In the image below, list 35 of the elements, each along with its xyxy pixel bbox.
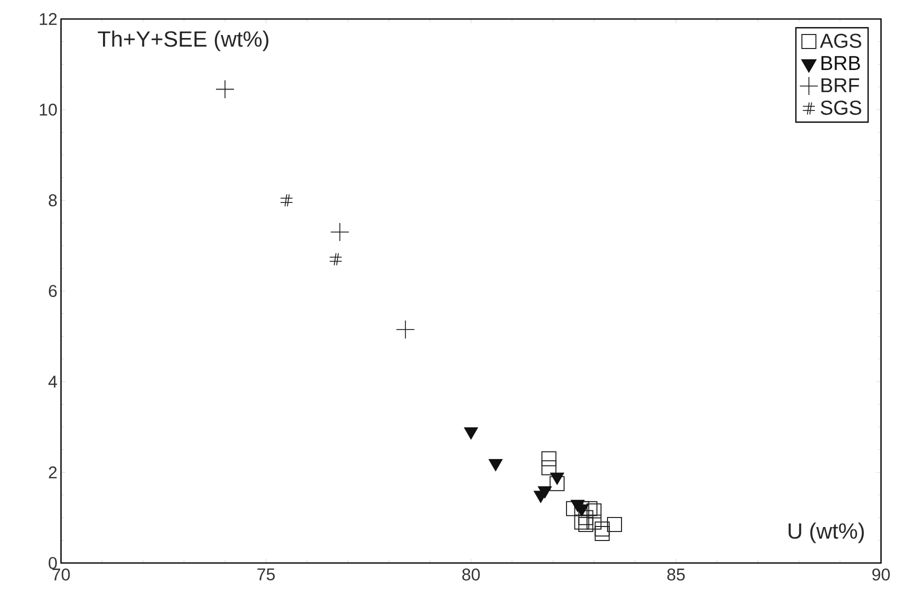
y-tick-label: 12	[40, 13, 57, 25]
point	[607, 516, 622, 532]
point	[586, 503, 602, 518]
y-tick-label: 0	[48, 556, 57, 570]
y-tick-label: 6	[48, 284, 57, 298]
x-tick-label: 80	[462, 568, 480, 581]
x-tick-label: 85	[667, 568, 685, 581]
point	[330, 222, 350, 242]
x-tick-label: 70	[52, 568, 70, 581]
y-tick-label: 8	[48, 194, 57, 206]
point	[582, 501, 598, 516]
legend-label: AGS	[820, 34, 862, 48]
point	[329, 252, 342, 266]
y-tick-label: 10	[40, 104, 57, 116]
point	[578, 510, 594, 526]
point	[396, 320, 415, 339]
x-tick-label: 90	[872, 568, 890, 581]
legend-label: BRF	[822, 78, 860, 92]
point	[578, 516, 594, 532]
point	[594, 521, 610, 536]
point	[280, 194, 293, 207]
y-tick-label: 2	[48, 466, 57, 478]
y-axis-title: Th+Y+SEE (wt%)	[98, 30, 268, 52]
legend-label: SGS	[820, 100, 862, 115]
point	[216, 80, 234, 99]
x-tick-label: 75	[257, 568, 275, 580]
point	[574, 514, 590, 530]
point	[541, 460, 556, 476]
x-axis-title: U (wt%)	[788, 522, 864, 544]
point	[586, 514, 602, 530]
point	[541, 451, 556, 466]
point	[594, 526, 610, 542]
y-tick-label: 4	[48, 376, 57, 388]
legend-label: BRB	[822, 56, 860, 70]
point	[550, 476, 565, 492]
